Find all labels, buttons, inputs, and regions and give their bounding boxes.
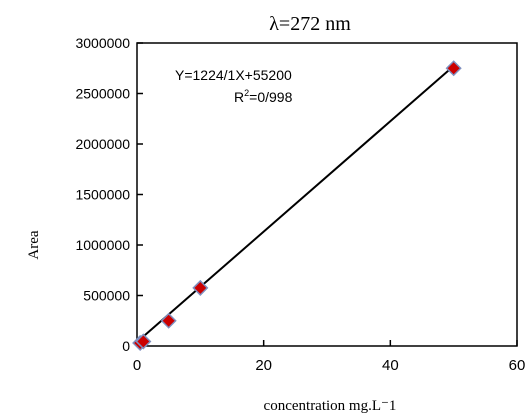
r-squared-prefix: R	[234, 89, 244, 105]
y-tick-label: 1000000	[75, 237, 130, 253]
trendline	[139, 65, 455, 341]
chart-title: λ=272 nm	[269, 13, 351, 35]
data-points	[132, 60, 462, 352]
plot-area	[136, 42, 518, 347]
y-tick-label: 2000000	[75, 136, 130, 152]
data-point-marker	[445, 60, 462, 77]
r-squared-annotation: R2=0/998	[234, 88, 293, 105]
x-tick-label: 0	[133, 357, 141, 374]
y-tick-label: 2500000	[75, 86, 130, 102]
x-tick-label: 40	[382, 357, 399, 374]
y-tick-label: 3000000	[75, 35, 130, 51]
y-axis-ticks: 0 500000 1000000 1500000 2000000 2500000 30000…	[75, 35, 143, 354]
x-axis-label: concentration mg.L⁻1	[264, 398, 397, 414]
x-tick-label: 20	[255, 357, 272, 374]
equation-annotation: Y=1224/1X+55200	[175, 67, 292, 83]
x-axis-ticks: 0 20 40 60	[133, 340, 526, 374]
data-point-marker	[160, 312, 177, 329]
y-tick-label: 1500000	[75, 187, 130, 203]
r-squared-superscript: 2	[244, 88, 249, 98]
data-point-marker	[135, 333, 152, 350]
data-point-marker	[192, 279, 209, 296]
r-squared-value: =0/998	[249, 89, 292, 105]
y-tick-label: 0	[122, 338, 130, 354]
y-axis-label: Area	[26, 230, 42, 259]
y-tick-label: 500000	[83, 288, 130, 304]
x-tick-label: 60	[509, 357, 526, 374]
